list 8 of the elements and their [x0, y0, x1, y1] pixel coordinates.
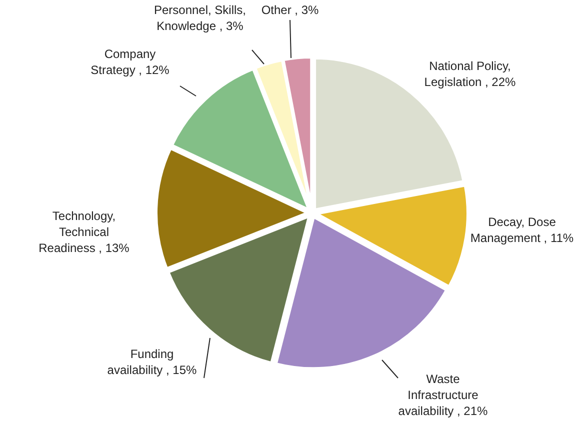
slice-label: Other , 3% [261, 3, 320, 17]
slice-label: National Policy, Legislation , 22% [424, 59, 516, 89]
slice-label: Waste Infrastructure availability , 21% [398, 372, 488, 418]
slice-label: Decay, Dose Management , 11% [470, 215, 574, 245]
slice-label: Funding availability , 15% [107, 347, 198, 377]
slice-label: Company Strategy , 12% [90, 47, 170, 77]
slice-label: Technology, Technical Readiness , 13% [38, 209, 130, 255]
slice-label: Personnel, Skills, Knowledge , 3% [154, 3, 246, 33]
